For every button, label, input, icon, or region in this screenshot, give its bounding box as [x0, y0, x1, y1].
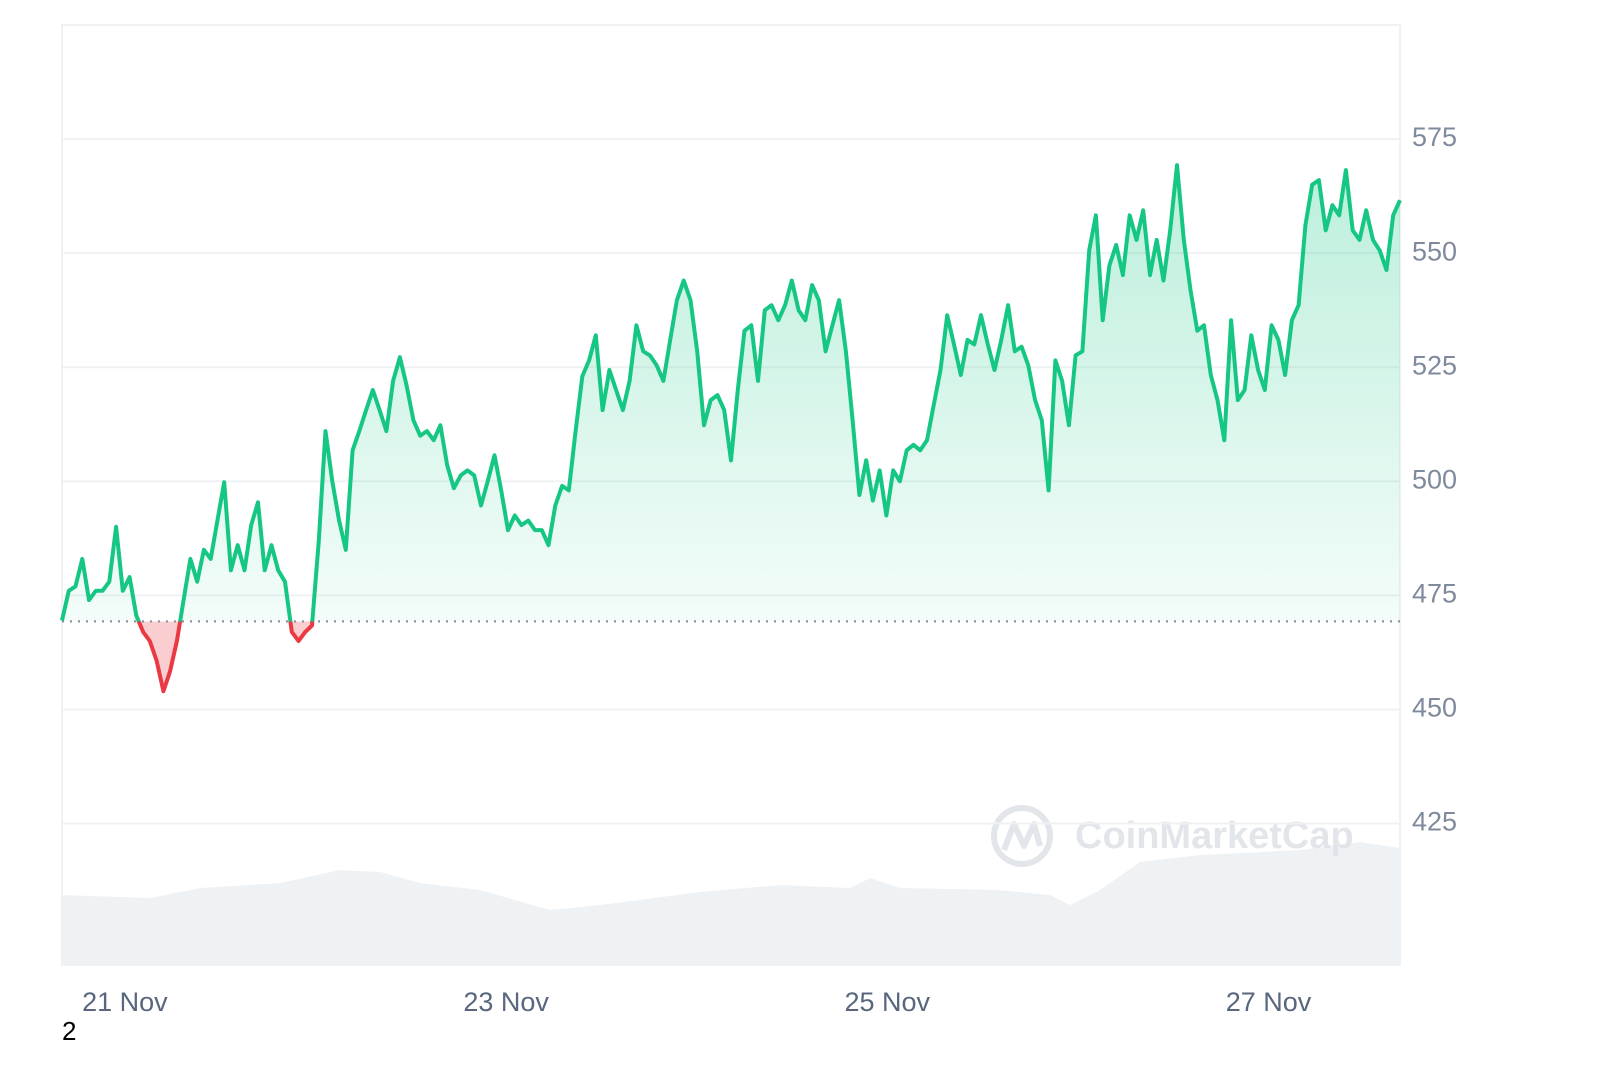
footnote: 2: [62, 1016, 76, 1046]
y-tick-label: 475: [1412, 579, 1457, 609]
x-tick-label: 25 Nov: [845, 987, 931, 1017]
x-tick-label: 23 Nov: [463, 987, 549, 1017]
labels: 425 450 475 500 525 550 575 21 Nov 23 Nov 25 Nov 2…: [82, 122, 1457, 1017]
y-tick-label: 550: [1412, 236, 1457, 266]
marks: [60, 163, 1402, 694]
price-line: [60, 163, 1402, 694]
y-tick-label: 525: [1412, 350, 1457, 380]
x-tick-label: 21 Nov: [82, 987, 168, 1017]
watermark-logo-mark: [1001, 821, 1043, 852]
watermark-logo: [991, 805, 1053, 867]
y-tick-label: 450: [1412, 693, 1457, 723]
x-tick-label: 27 Nov: [1226, 987, 1312, 1017]
y-tick-label: 425: [1412, 807, 1457, 837]
volume-area: [62, 842, 1400, 965]
watermark: CoinMarketCap: [991, 805, 1354, 867]
watermark-text: CoinMarketCap: [1075, 815, 1354, 857]
y-tick-label: 500: [1412, 464, 1457, 494]
y-tick-label: 575: [1412, 122, 1457, 152]
area-fill: [62, 165, 1400, 692]
